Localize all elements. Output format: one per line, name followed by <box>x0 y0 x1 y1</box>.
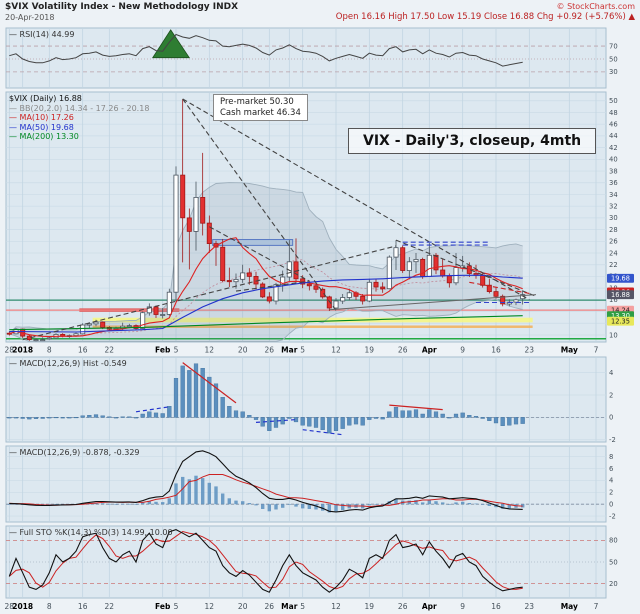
svg-text:19: 19 <box>365 602 375 611</box>
svg-text:Apr: Apr <box>422 346 437 355</box>
y-axis-labels: 7050301012141618202224262830323436384042… <box>607 42 634 588</box>
macd-panel-content <box>6 450 606 513</box>
svg-text:4: 4 <box>609 477 613 485</box>
svg-text:20: 20 <box>238 602 248 611</box>
svg-text:2018: 2018 <box>12 346 33 355</box>
svg-text:10: 10 <box>609 331 618 339</box>
sto-panel-content <box>6 529 606 593</box>
svg-text:22: 22 <box>105 602 115 611</box>
svg-text:May: May <box>561 602 578 611</box>
svg-text:30: 30 <box>609 214 618 222</box>
svg-text:9: 9 <box>460 346 465 355</box>
svg-text:Mar: Mar <box>281 602 298 611</box>
svg-text:80: 80 <box>609 537 618 545</box>
svg-text:50: 50 <box>609 55 618 63</box>
svg-text:40: 40 <box>609 156 618 164</box>
svg-text:16: 16 <box>609 296 618 304</box>
svg-text:28: 28 <box>5 346 15 355</box>
svg-text:28: 28 <box>5 602 15 611</box>
svg-text:-2: -2 <box>609 436 616 444</box>
svg-text:50: 50 <box>609 97 618 105</box>
svg-text:0: 0 <box>609 414 613 422</box>
svg-text:12: 12 <box>205 346 215 355</box>
macd-hist-panel-content <box>6 362 606 436</box>
svg-text:70: 70 <box>609 42 618 50</box>
svg-text:2018: 2018 <box>12 602 33 611</box>
svg-text:16.88: 16.88 <box>611 291 630 299</box>
svg-text:26: 26 <box>265 346 275 355</box>
svg-text:26: 26 <box>609 238 618 246</box>
svg-text:34: 34 <box>609 191 618 199</box>
svg-text:14.24: 14.24 <box>611 307 630 315</box>
svg-text:23: 23 <box>525 346 535 355</box>
svg-text:Feb: Feb <box>155 602 171 611</box>
svg-text:50: 50 <box>609 558 618 566</box>
svg-text:16: 16 <box>78 602 88 611</box>
svg-text:48: 48 <box>609 109 618 117</box>
svg-text:36: 36 <box>609 179 618 187</box>
svg-text:9: 9 <box>460 602 465 611</box>
svg-text:Apr: Apr <box>422 602 437 611</box>
svg-text:26: 26 <box>398 602 408 611</box>
svg-text:Mar: Mar <box>281 346 298 355</box>
svg-text:5: 5 <box>300 602 305 611</box>
svg-text:16: 16 <box>491 346 501 355</box>
svg-text:12: 12 <box>331 346 341 355</box>
svg-text:20: 20 <box>238 346 248 355</box>
svg-text:44: 44 <box>609 132 618 140</box>
candlesticks <box>6 99 526 342</box>
svg-text:42: 42 <box>609 144 618 152</box>
svg-text:30: 30 <box>609 68 618 76</box>
svg-text:24: 24 <box>609 249 618 257</box>
svg-text:5: 5 <box>174 346 179 355</box>
svg-text:5: 5 <box>174 602 179 611</box>
svg-text:6: 6 <box>609 465 613 473</box>
svg-text:16: 16 <box>78 346 88 355</box>
svg-text:38: 38 <box>609 167 618 175</box>
svg-text:13.30: 13.30 <box>611 312 630 320</box>
svg-text:32: 32 <box>609 203 618 211</box>
moving-averages <box>9 237 523 338</box>
svg-text:8: 8 <box>47 346 52 355</box>
svg-text:12.35: 12.35 <box>611 318 630 326</box>
svg-text:16: 16 <box>491 602 501 611</box>
price-support-zones <box>6 239 606 340</box>
trend-lines <box>22 98 537 341</box>
svg-text:7: 7 <box>594 346 599 355</box>
svg-text:20: 20 <box>609 580 618 588</box>
svg-text:22: 22 <box>609 261 618 269</box>
svg-text:12: 12 <box>331 602 341 611</box>
svg-text:8: 8 <box>609 453 613 461</box>
svg-text:28: 28 <box>609 226 618 234</box>
svg-text:8: 8 <box>47 602 52 611</box>
svg-text:Feb: Feb <box>155 346 171 355</box>
svg-text:2: 2 <box>609 489 613 497</box>
svg-text:2: 2 <box>609 391 613 399</box>
rsi-panel-content <box>6 29 606 73</box>
svg-text:19: 19 <box>365 346 375 355</box>
svg-text:-2: -2 <box>609 512 616 520</box>
svg-text:12: 12 <box>205 602 215 611</box>
svg-text:19.68: 19.68 <box>611 275 630 283</box>
svg-text:22: 22 <box>105 346 115 355</box>
svg-text:4: 4 <box>609 369 613 377</box>
svg-text:23: 23 <box>525 602 535 611</box>
svg-text:0: 0 <box>609 501 613 509</box>
svg-text:26: 26 <box>265 602 275 611</box>
svg-text:5: 5 <box>300 346 305 355</box>
svg-text:26: 26 <box>398 346 408 355</box>
svg-text:May: May <box>561 346 578 355</box>
svg-text:46: 46 <box>609 121 618 129</box>
svg-text:7: 7 <box>594 602 599 611</box>
